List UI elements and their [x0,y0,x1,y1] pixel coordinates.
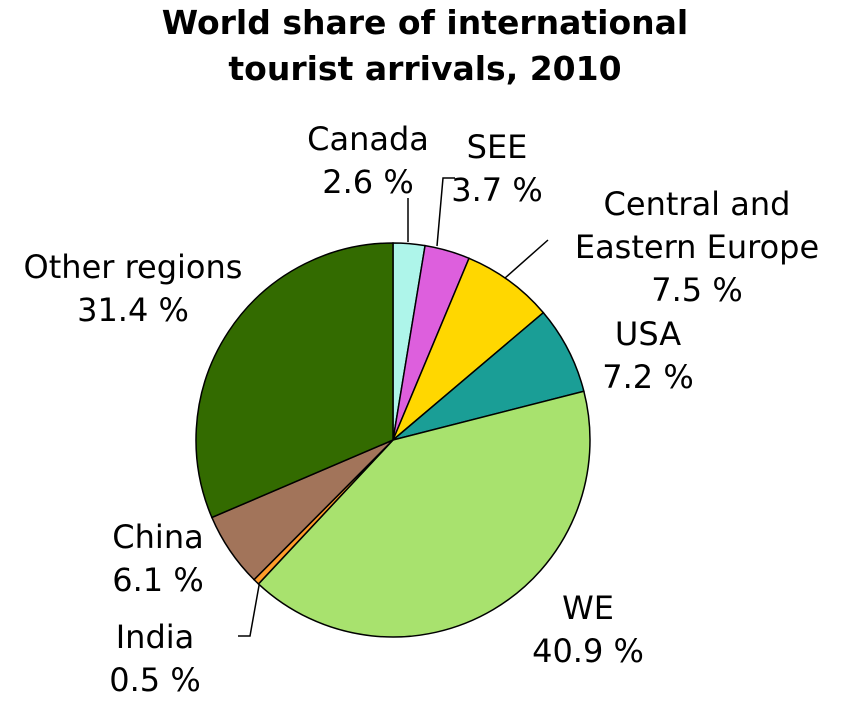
value-label: 7.5 % [651,271,743,309]
slice-label: WE 40.9 % [532,587,644,673]
category-label: China [112,518,204,556]
slice-label: SEE 3.7 % [451,126,542,212]
slice-label: China 6.1 % [112,516,203,602]
leader-line [504,239,549,279]
value-label: 31.4 % [77,291,189,329]
category-label: Canada [307,120,429,158]
value-label: 0.5 % [109,661,201,699]
value-label: 2.6 % [322,163,414,201]
slice-label: USA 7.2 % [602,313,693,399]
leader-line [238,579,261,637]
category-label: Other regions [23,248,243,286]
value-label: 6.1 % [112,561,204,599]
value-label: 7.2 % [602,358,694,396]
slice-label: India 0.5 % [109,616,200,702]
chart: World share of international tourist arr… [24,3,847,699]
slice-label: Central and Eastern Europe 7.5 % [547,183,847,312]
category-label: SEE [466,128,528,166]
slice-label: Canada 2.6 % [307,118,429,204]
category-label: Central and Eastern Europe [574,185,820,266]
pie-slice [257,390,591,638]
category-label: WE [562,589,614,627]
pie-slice [195,242,394,519]
pie [195,177,591,638]
leader-line [436,177,455,247]
chart-title: World share of international tourist arr… [161,3,689,88]
value-label: 40.9 % [532,632,644,670]
category-label: USA [614,315,682,353]
category-label: India [115,618,195,656]
value-label: 3.7 % [451,171,543,209]
slice-label: Other regions 31.4 % [24,246,243,332]
